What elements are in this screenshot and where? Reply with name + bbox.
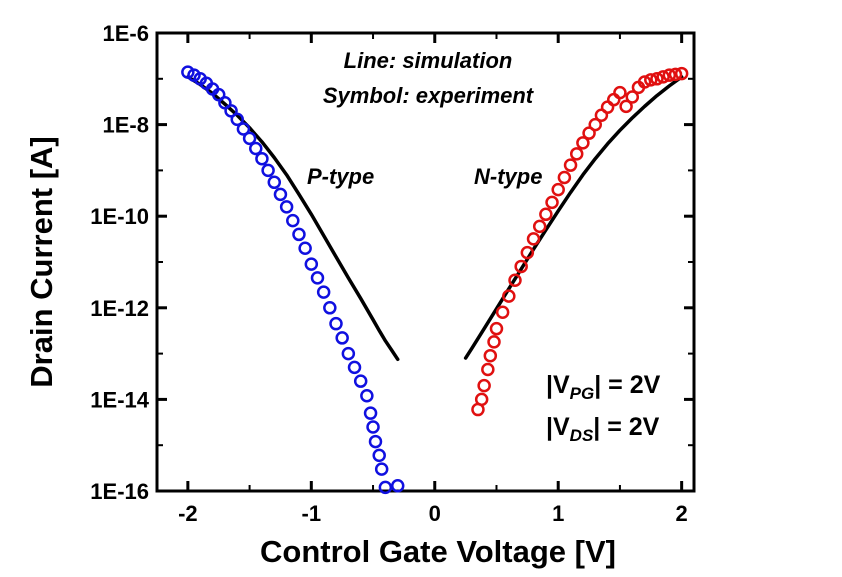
experiment-point-p-type bbox=[368, 434, 383, 449]
vds-suffix: | = 2V bbox=[593, 413, 659, 441]
experiment-point-n-type bbox=[656, 70, 670, 84]
experiment-point-n-type bbox=[514, 259, 528, 274]
y-tick-label: 1E-6 bbox=[103, 21, 149, 46]
experiment-point-n-type bbox=[576, 136, 590, 150]
experiment-point-p-type bbox=[374, 462, 389, 476]
experiment-point-p-type bbox=[230, 112, 244, 127]
experiment-point-p-type bbox=[236, 122, 251, 136]
experiment-point-n-type bbox=[483, 348, 498, 363]
experiment-point-n-type bbox=[545, 195, 559, 210]
experiment-point-n-type bbox=[662, 68, 677, 82]
experiment-point-n-type bbox=[644, 73, 658, 87]
experiment-point-n-type bbox=[619, 99, 633, 114]
experiment-point-n-type bbox=[637, 75, 652, 89]
experiment-point-n-type bbox=[557, 170, 572, 185]
experiment-point-p-type bbox=[323, 301, 337, 315]
experiment-point-p-type bbox=[329, 316, 343, 331]
experiment-point-n-type bbox=[588, 117, 602, 132]
x-tick-label: -1 bbox=[302, 501, 322, 526]
experiment-point-p-type bbox=[242, 131, 257, 146]
x-tick-label: 0 bbox=[429, 501, 441, 526]
experiment-point-p-type bbox=[255, 151, 269, 166]
experiment-point-n-type bbox=[674, 66, 689, 81]
n-type-label: N-type bbox=[474, 164, 542, 189]
experiment-point-p-type bbox=[378, 480, 393, 495]
experiment-point-n-type bbox=[481, 362, 495, 377]
experiment-point-n-type bbox=[477, 378, 491, 393]
vpg-prefix: |V bbox=[546, 371, 570, 399]
vds-subscript: DS bbox=[570, 426, 594, 445]
x-tick-label: 1 bbox=[552, 501, 564, 526]
experiment-point-p-type bbox=[363, 406, 378, 420]
experiment-point-p-type bbox=[366, 420, 380, 434]
x-tick-label: 2 bbox=[676, 501, 688, 526]
y-tick-label: 1E-12 bbox=[90, 296, 149, 321]
experiment-point-n-type bbox=[551, 182, 565, 197]
experiment-point-p-type bbox=[273, 187, 288, 202]
vpg-subscript: PG bbox=[570, 384, 595, 403]
experiment-point-p-type bbox=[224, 104, 238, 118]
experiment-point-p-type bbox=[286, 213, 300, 228]
y-tick-label: 1E-8 bbox=[103, 113, 149, 138]
experiment-point-p-type bbox=[304, 257, 319, 271]
simulation-line-p-type bbox=[186, 75, 400, 362]
experiment-point-p-type bbox=[341, 346, 356, 361]
vds-prefix: |V bbox=[546, 413, 570, 441]
vpg-condition-label: |VPG| = 2V bbox=[546, 371, 661, 403]
experiment-point-n-type bbox=[526, 232, 541, 246]
y-axis-ticks bbox=[157, 31, 694, 493]
legend-symbol-experiment: Symbol: experiment bbox=[323, 83, 535, 108]
y-axis-title: Drain Current [A] bbox=[24, 136, 59, 387]
experiment-point-n-type bbox=[539, 207, 553, 222]
experiment-point-p-type bbox=[267, 175, 282, 190]
series-layer bbox=[181, 65, 689, 495]
x-axis-title: Control Gate Voltage [V] bbox=[260, 534, 616, 569]
experiment-point-p-type bbox=[353, 374, 368, 388]
experiment-point-n-type bbox=[563, 158, 578, 172]
p-type-label: P-type bbox=[307, 164, 374, 189]
experiment-point-p-type bbox=[292, 227, 306, 242]
y-tick-label: 1E-10 bbox=[90, 204, 149, 229]
experiment-point-p-type bbox=[316, 285, 331, 299]
experiment-point-p-type bbox=[279, 200, 294, 214]
experiment-point-p-type bbox=[298, 241, 312, 255]
experiment-point-n-type bbox=[508, 273, 522, 287]
experiment-point-n-type bbox=[607, 92, 621, 107]
x-tick-label: -2 bbox=[178, 501, 198, 526]
experiment-point-p-type bbox=[347, 360, 362, 375]
experiment-point-p-type bbox=[261, 163, 275, 178]
experiment-point-n-type bbox=[582, 126, 596, 140]
experiment-point-p-type bbox=[360, 389, 374, 403]
legend-line-simulation: Line: simulation bbox=[344, 48, 513, 73]
experiment-point-n-type bbox=[495, 305, 510, 319]
experiment-point-n-type bbox=[650, 72, 664, 86]
experiment-point-p-type bbox=[310, 271, 325, 285]
x-axis-ticks bbox=[186, 33, 684, 491]
y-tick-label: 1E-14 bbox=[90, 387, 149, 412]
y-tick-label: 1E-16 bbox=[90, 479, 149, 504]
experiment-point-n-type bbox=[489, 321, 504, 336]
vpg-suffix: | = 2V bbox=[594, 371, 660, 399]
experiment-point-n-type bbox=[532, 219, 547, 234]
experiment-point-n-type bbox=[569, 147, 584, 161]
experiment-point-n-type bbox=[487, 335, 501, 349]
experiment-point-p-type bbox=[390, 479, 405, 493]
experiment-point-p-type bbox=[335, 331, 349, 345]
x-axis-tick-labels: -2 -1 0 1 2 bbox=[178, 501, 688, 526]
experiment-point-p-type bbox=[249, 141, 263, 156]
vds-condition-label: |VDS| = 2V bbox=[546, 413, 660, 445]
y-axis-tick-labels: 1E-6 1E-8 1E-10 1E-12 1E-14 1E-16 bbox=[90, 21, 149, 504]
experiment-point-n-type bbox=[474, 392, 489, 407]
experiment-point-n-type bbox=[502, 289, 516, 303]
experiment-point-n-type bbox=[668, 67, 683, 82]
experiment-point-n-type bbox=[520, 245, 535, 260]
simulation-line-n-type bbox=[463, 75, 684, 360]
experiment-point-n-type bbox=[625, 90, 640, 104]
experiment-point-p-type bbox=[372, 448, 386, 463]
experiment-point-n-type bbox=[613, 85, 627, 100]
